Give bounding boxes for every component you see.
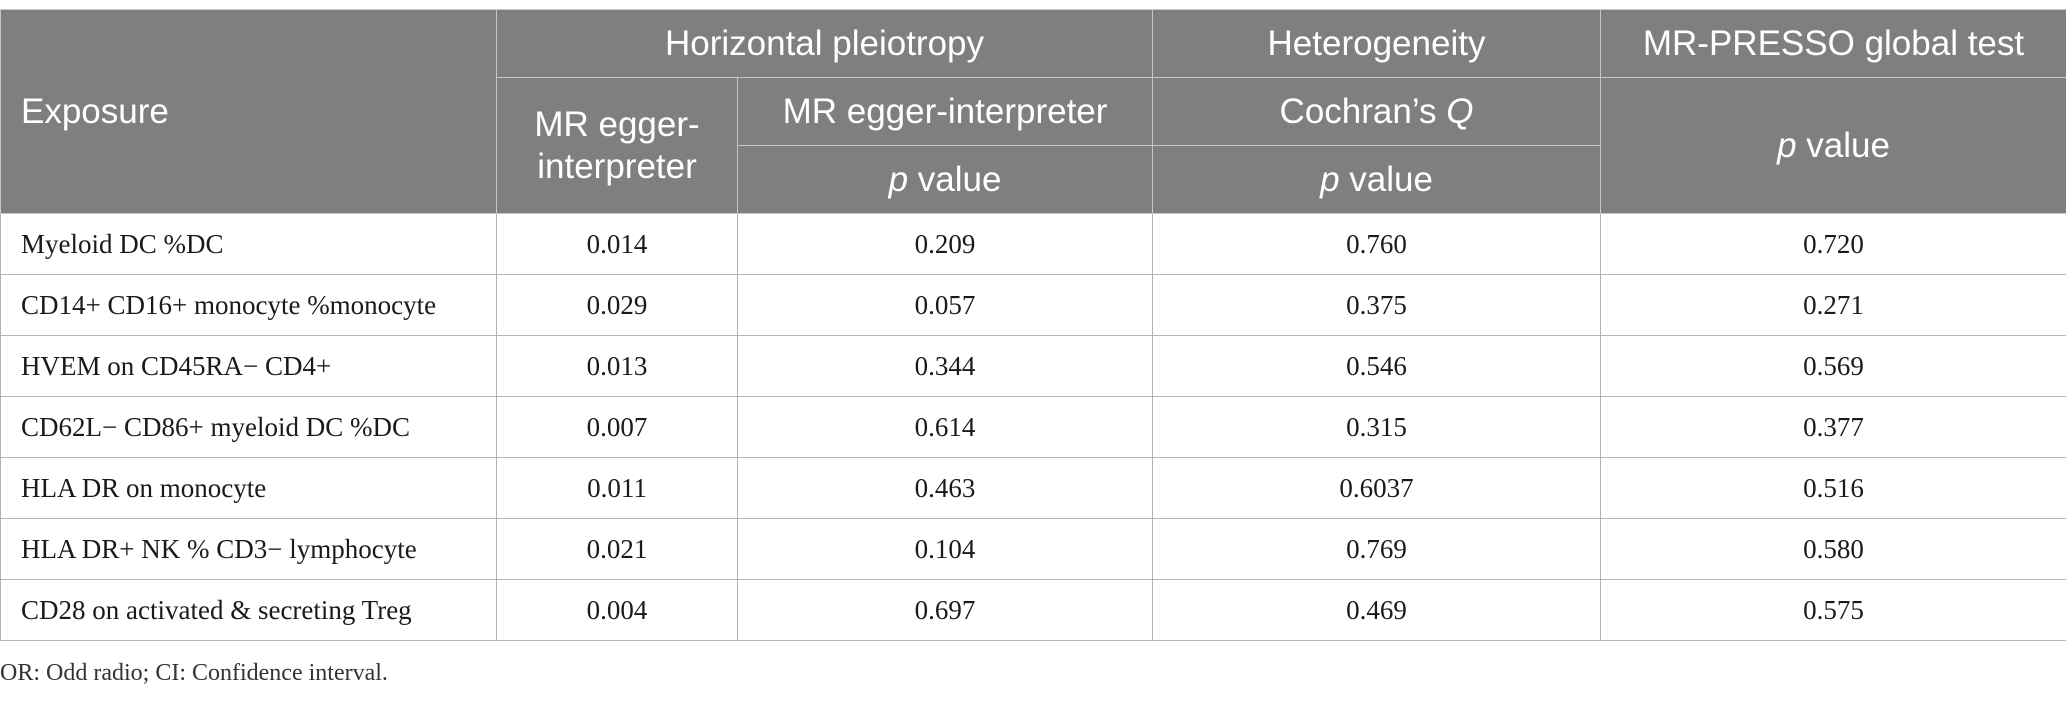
table-row: HLA DR on monocyte 0.011 0.463 0.6037 0.516 bbox=[0, 457, 2066, 519]
cell-mr-egger-interpreter: 0.004 bbox=[496, 579, 738, 641]
cell-cochran-p-value: 0.760 bbox=[1152, 213, 1601, 275]
results-table: Exposure Horizontal pleiotropy Heterogen… bbox=[0, 9, 2066, 641]
cell-presso-p-value: 0.271 bbox=[1600, 274, 2066, 336]
cell-presso-p-value: 0.720 bbox=[1600, 213, 2066, 275]
cell-egger-p-value: 0.209 bbox=[737, 213, 1153, 275]
header-cochran-p-value: p value bbox=[1152, 145, 1601, 214]
table-row: HVEM on CD45RA− CD4+ 0.013 0.344 0.546 0.569 bbox=[0, 335, 2066, 397]
cell-egger-p-value: 0.344 bbox=[737, 335, 1153, 397]
cell-exposure: Myeloid DC %DC bbox=[0, 213, 497, 275]
cell-mr-egger-interpreter: 0.013 bbox=[496, 335, 738, 397]
table-footnote: OR: Odd radio; CI: Confidence interval. bbox=[0, 660, 388, 686]
header-mr-egger-interpreter: MR egger-interpreter bbox=[496, 77, 738, 214]
cell-cochran-p-value: 0.546 bbox=[1152, 335, 1601, 397]
cell-egger-p-value: 0.057 bbox=[737, 274, 1153, 336]
header-horizontal-pleiotropy: Horizontal pleiotropy bbox=[496, 9, 1153, 78]
header-cochrans-q: Cochran’s Q bbox=[1152, 77, 1601, 146]
cell-mr-egger-interpreter: 0.011 bbox=[496, 457, 738, 519]
header-exposure: Exposure bbox=[0, 9, 497, 214]
cell-mr-egger-interpreter: 0.007 bbox=[496, 396, 738, 458]
cell-presso-p-value: 0.580 bbox=[1600, 518, 2066, 580]
header-mr-presso: MR-PRESSO global test bbox=[1600, 9, 2066, 78]
cell-cochran-p-value: 0.769 bbox=[1152, 518, 1601, 580]
cell-presso-p-value: 0.516 bbox=[1600, 457, 2066, 519]
cell-cochran-p-value: 0.469 bbox=[1152, 579, 1601, 641]
header-heterogeneity: Heterogeneity bbox=[1152, 9, 1601, 78]
table-row: HLA DR+ NK % CD3− lymphocyte 0.021 0.104 0.… bbox=[0, 518, 2066, 580]
cell-presso-p-value: 0.569 bbox=[1600, 335, 2066, 397]
p-letter: p bbox=[1777, 125, 1797, 165]
p-letter: p bbox=[888, 159, 909, 199]
table-header: Exposure Horizontal pleiotropy Heterogen… bbox=[0, 9, 2066, 214]
header-mr-egger-interpreter-2: MR egger-interpreter bbox=[737, 77, 1153, 146]
cell-mr-egger-interpreter: 0.014 bbox=[496, 213, 738, 275]
cell-mr-egger-interpreter: 0.029 bbox=[496, 274, 738, 336]
p-letter: p bbox=[1320, 159, 1340, 199]
cell-cochran-p-value: 0.375 bbox=[1152, 274, 1601, 336]
cochran-q-letter: Q bbox=[1446, 91, 1474, 131]
header-egger-p-value: p value bbox=[737, 145, 1153, 214]
header-presso-p-value: p value bbox=[1600, 77, 2066, 214]
cell-presso-p-value: 0.575 bbox=[1600, 579, 2066, 641]
cell-cochran-p-value: 0.6037 bbox=[1152, 457, 1601, 519]
cell-exposure: CD62L− CD86+ myeloid DC %DC bbox=[0, 396, 497, 458]
cell-cochran-p-value: 0.315 bbox=[1152, 396, 1601, 458]
cell-exposure: CD28 on activated & secreting Treg bbox=[0, 579, 497, 641]
table-row: CD14+ CD16+ monocyte %monocyte 0.029 0.057… bbox=[0, 274, 2066, 336]
table-body: Myeloid DC %DC 0.014 0.209 0.760 0.720 CD14+ … bbox=[0, 213, 2066, 641]
table-row: CD28 on activated & secreting Treg 0.004 0… bbox=[0, 579, 2066, 641]
table-row: CD62L− CD86+ myeloid DC %DC 0.007 0.614 0.3… bbox=[0, 396, 2066, 458]
table-row: Myeloid DC %DC 0.014 0.209 0.760 0.720 bbox=[0, 213, 2066, 275]
cell-mr-egger-interpreter: 0.021 bbox=[496, 518, 738, 580]
cell-exposure: HLA DR on monocyte bbox=[0, 457, 497, 519]
cell-egger-p-value: 0.463 bbox=[737, 457, 1153, 519]
cell-presso-p-value: 0.377 bbox=[1600, 396, 2066, 458]
cell-egger-p-value: 0.104 bbox=[737, 518, 1153, 580]
cell-exposure: CD14+ CD16+ monocyte %monocyte bbox=[0, 274, 497, 336]
cell-exposure: HVEM on CD45RA− CD4+ bbox=[0, 335, 497, 397]
cell-egger-p-value: 0.697 bbox=[737, 579, 1153, 641]
cell-exposure: HLA DR+ NK % CD3− lymphocyte bbox=[0, 518, 497, 580]
cell-egger-p-value: 0.614 bbox=[737, 396, 1153, 458]
